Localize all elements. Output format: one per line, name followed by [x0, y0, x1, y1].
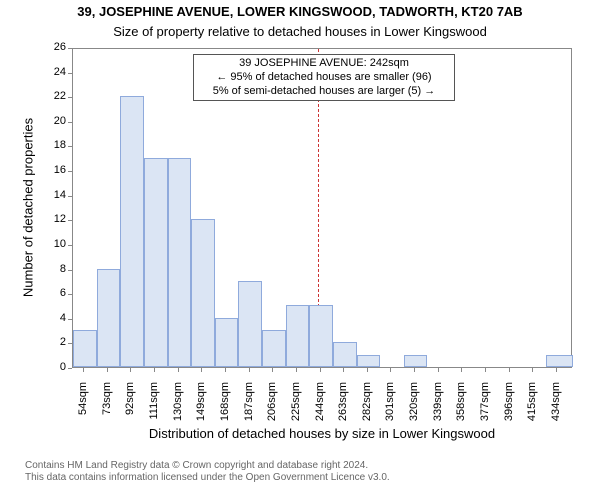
copyright-line-2: This data contains information licensed …	[25, 472, 390, 484]
x-tick-label: 73sqm	[101, 382, 113, 442]
y-tick-mark	[68, 245, 72, 246]
y-tick-mark	[68, 368, 72, 369]
x-tick-label: 282sqm	[361, 382, 373, 442]
callout-line-1: 39 JOSEPHINE AVENUE: 242sqm	[200, 57, 448, 71]
x-tick-label: 187sqm	[243, 382, 255, 442]
y-tick-label: 12	[38, 213, 66, 225]
x-tick-label: 434sqm	[550, 382, 562, 442]
y-tick-label: 2	[38, 336, 66, 348]
callout-line-2: ← 95% of detached houses are smaller (96…	[200, 71, 448, 85]
x-tick-label: 225sqm	[290, 382, 302, 442]
x-tick-label: 168sqm	[219, 382, 231, 442]
callout-box: 39 JOSEPHINE AVENUE: 242sqm ← 95% of det…	[193, 54, 455, 101]
x-tick-mark	[556, 368, 557, 372]
x-tick-mark	[367, 368, 368, 372]
y-tick-mark	[68, 270, 72, 271]
y-tick-mark	[68, 196, 72, 197]
x-tick-label: 396sqm	[503, 382, 515, 442]
y-tick-label: 18	[38, 139, 66, 151]
histogram-bar	[168, 158, 192, 367]
x-tick-label: 54sqm	[77, 382, 89, 442]
histogram-bar	[120, 96, 144, 367]
x-tick-mark	[461, 368, 462, 372]
x-tick-label: 263sqm	[337, 382, 349, 442]
y-tick-mark	[68, 146, 72, 147]
y-tick-mark	[68, 97, 72, 98]
x-tick-mark	[154, 368, 155, 372]
callout-line-3: 5% of semi-detached houses are larger (5…	[200, 85, 448, 99]
page-title: 39, JOSEPHINE AVENUE, LOWER KINGSWOOD, T…	[0, 4, 600, 19]
x-tick-mark	[343, 368, 344, 372]
y-tick-label: 26	[38, 41, 66, 53]
copyright-line-1: Contains HM Land Registry data © Crown c…	[25, 460, 390, 472]
copyright-text: Contains HM Land Registry data © Crown c…	[25, 460, 390, 484]
x-tick-mark	[201, 368, 202, 372]
histogram-bar	[546, 355, 573, 367]
y-tick-mark	[68, 122, 72, 123]
histogram-bar	[404, 355, 428, 367]
y-tick-mark	[68, 73, 72, 74]
histogram-bar	[215, 318, 239, 367]
y-tick-mark	[68, 343, 72, 344]
x-tick-label: 358sqm	[455, 382, 467, 442]
page-subtitle: Size of property relative to detached ho…	[0, 24, 600, 39]
y-tick-label: 6	[38, 287, 66, 299]
x-tick-label: 206sqm	[266, 382, 278, 442]
x-tick-mark	[485, 368, 486, 372]
y-tick-label: 20	[38, 115, 66, 127]
y-tick-label: 24	[38, 66, 66, 78]
y-tick-label: 4	[38, 312, 66, 324]
y-tick-mark	[68, 171, 72, 172]
x-tick-label: 301sqm	[384, 382, 396, 442]
y-tick-mark	[68, 319, 72, 320]
x-tick-mark	[509, 368, 510, 372]
y-tick-label: 14	[38, 189, 66, 201]
x-tick-mark	[390, 368, 391, 372]
y-tick-label: 10	[38, 238, 66, 250]
x-tick-label: 244sqm	[314, 382, 326, 442]
y-tick-mark	[68, 48, 72, 49]
x-tick-mark	[107, 368, 108, 372]
y-tick-mark	[68, 294, 72, 295]
x-tick-mark	[438, 368, 439, 372]
histogram-bar	[97, 269, 121, 367]
x-tick-mark	[296, 368, 297, 372]
x-tick-label: 92sqm	[124, 382, 136, 442]
x-tick-label: 149sqm	[195, 382, 207, 442]
x-tick-mark	[414, 368, 415, 372]
histogram-bar	[286, 305, 310, 367]
y-tick-label: 0	[38, 361, 66, 373]
histogram-bar	[357, 355, 381, 367]
y-tick-mark	[68, 220, 72, 221]
x-tick-mark	[130, 368, 131, 372]
x-tick-label: 377sqm	[479, 382, 491, 442]
x-tick-mark	[532, 368, 533, 372]
histogram-bar	[238, 281, 262, 367]
x-tick-mark	[272, 368, 273, 372]
histogram-bar	[73, 330, 97, 367]
histogram-plot: 39 JOSEPHINE AVENUE: 242sqm ← 95% of det…	[72, 48, 572, 368]
x-tick-label: 130sqm	[172, 382, 184, 442]
y-tick-label: 16	[38, 164, 66, 176]
histogram-bar	[309, 305, 333, 367]
y-tick-label: 8	[38, 263, 66, 275]
x-tick-label: 415sqm	[526, 382, 538, 442]
histogram-bar	[191, 219, 215, 367]
x-tick-label: 111sqm	[148, 382, 160, 442]
x-tick-mark	[320, 368, 321, 372]
histogram-bar	[333, 342, 357, 367]
x-tick-mark	[83, 368, 84, 372]
x-tick-mark	[249, 368, 250, 372]
x-tick-mark	[225, 368, 226, 372]
x-tick-label: 339sqm	[432, 382, 444, 442]
y-axis-label: Number of detached properties	[21, 48, 36, 368]
histogram-bar	[262, 330, 286, 367]
x-tick-label: 320sqm	[408, 382, 420, 442]
x-tick-mark	[178, 368, 179, 372]
histogram-bar	[144, 158, 168, 367]
y-tick-label: 22	[38, 90, 66, 102]
